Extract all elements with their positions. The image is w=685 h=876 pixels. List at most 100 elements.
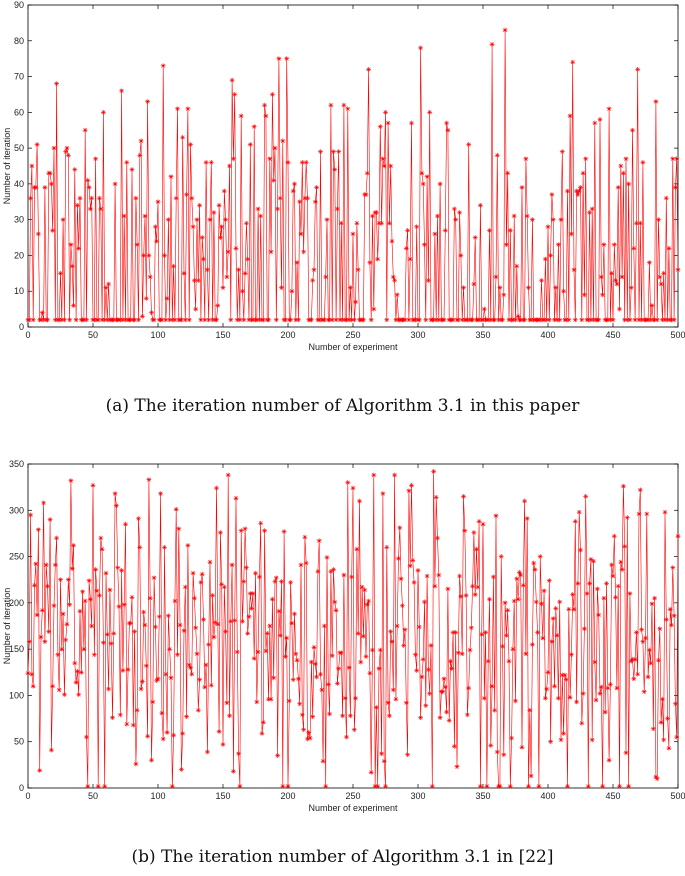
data-point — [267, 156, 273, 162]
data-point — [403, 245, 409, 251]
data-point — [220, 742, 226, 747]
data-point — [63, 149, 69, 155]
data-point — [249, 606, 254, 611]
data-point — [324, 217, 330, 223]
series-markers — [25, 27, 681, 323]
data-point — [338, 220, 344, 226]
data-point — [164, 295, 170, 301]
data-point — [631, 676, 637, 682]
data-point — [154, 678, 160, 684]
data-point — [401, 643, 407, 648]
data-point — [554, 632, 560, 638]
data-point — [327, 711, 332, 717]
data-point — [320, 758, 326, 764]
data-point — [301, 249, 306, 255]
data-point — [136, 516, 141, 522]
data-point — [106, 281, 111, 287]
data-point — [353, 299, 358, 305]
data-point — [275, 753, 280, 758]
data-point — [227, 713, 232, 719]
data-point — [647, 647, 652, 653]
data-point — [325, 681, 331, 687]
data-point — [505, 607, 511, 613]
data-point — [310, 278, 316, 283]
data-point — [120, 668, 126, 673]
data-point — [461, 494, 466, 499]
x-tick-label: 200 — [280, 791, 295, 801]
data-point — [350, 231, 356, 237]
data-point — [541, 588, 547, 594]
data-point — [201, 617, 206, 622]
data-point — [120, 317, 126, 323]
data-point — [504, 242, 509, 248]
data-point — [298, 562, 304, 568]
data-point — [166, 217, 171, 223]
data-point — [286, 698, 292, 704]
data-point — [199, 235, 205, 240]
data-point — [280, 138, 286, 144]
data-point — [511, 213, 517, 219]
data-point — [290, 677, 296, 683]
data-point — [276, 56, 282, 62]
data-point — [285, 783, 291, 789]
data-point — [151, 317, 157, 323]
data-point — [293, 651, 299, 657]
data-point — [32, 582, 37, 588]
data-point — [273, 575, 279, 581]
data-point — [192, 278, 197, 283]
data-point — [627, 317, 633, 323]
data-point — [649, 601, 655, 607]
data-point — [653, 774, 659, 780]
data-point — [649, 303, 655, 308]
data-point — [669, 317, 674, 323]
data-point — [65, 577, 71, 583]
data-point — [647, 260, 652, 265]
data-point — [141, 609, 147, 615]
data-point — [81, 646, 87, 652]
data-point — [115, 565, 121, 571]
data-point — [64, 621, 70, 627]
data-point — [592, 120, 598, 126]
data-point — [146, 477, 152, 483]
data-point — [553, 285, 559, 291]
data-point — [121, 213, 127, 219]
data-point — [480, 317, 486, 323]
data-point — [563, 317, 569, 323]
data-point — [276, 608, 282, 614]
data-point — [184, 714, 189, 720]
data-point — [507, 783, 513, 789]
data-point — [593, 697, 599, 703]
data-point — [55, 652, 61, 658]
data-point — [255, 206, 261, 212]
data-point — [215, 621, 221, 627]
data-point — [220, 285, 226, 291]
data-point — [663, 617, 669, 622]
data-point — [390, 687, 396, 693]
data-point — [367, 670, 373, 676]
data-point — [394, 292, 400, 298]
x-tick-label: 200 — [280, 330, 295, 340]
data-point — [661, 737, 667, 743]
data-point — [242, 270, 248, 276]
data-point — [65, 152, 71, 158]
data-point — [474, 546, 479, 552]
data-point — [218, 530, 223, 535]
data-point — [387, 220, 392, 226]
data-point — [622, 317, 628, 323]
data-point — [145, 733, 150, 739]
data-point — [543, 256, 548, 262]
data-point — [565, 783, 570, 789]
data-point — [207, 217, 213, 223]
data-point — [674, 734, 680, 740]
data-point — [46, 629, 52, 634]
data-point — [548, 253, 553, 258]
data-point — [648, 660, 654, 666]
data-point — [441, 317, 447, 323]
data-point — [519, 185, 525, 190]
data-point — [188, 665, 193, 671]
data-point — [206, 642, 212, 647]
data-point — [328, 568, 334, 574]
data-point — [49, 747, 54, 753]
data-point — [364, 602, 370, 608]
data-point — [36, 231, 41, 237]
